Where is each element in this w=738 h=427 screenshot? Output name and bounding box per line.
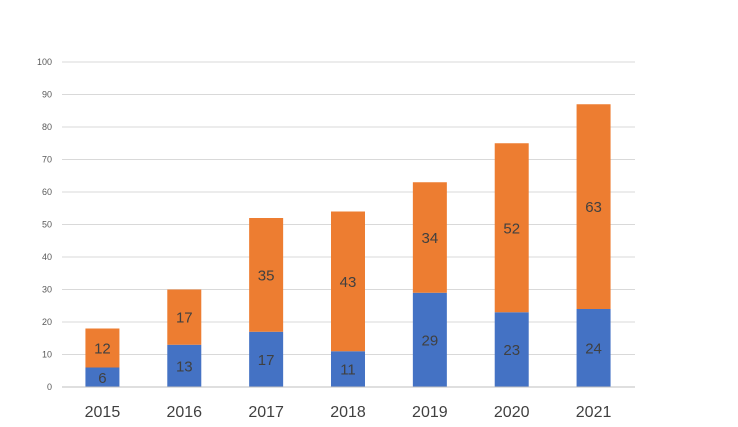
- data-label-2021-series-2: 63: [585, 199, 602, 216]
- y-tick-label: 100: [37, 57, 52, 67]
- bar-segment-2016-series-1: [167, 344, 202, 387]
- axes: 0 10 20 30 40 50 60 70 80 90 100 2015 2016 2017 2018 20…: [37, 57, 635, 421]
- y-tick-label: 80: [42, 122, 52, 132]
- y-tick-label: 50: [42, 220, 52, 230]
- data-label-2015-series-2: 12: [94, 341, 111, 358]
- x-tick-label: 2015: [85, 404, 121, 421]
- data-label-2019-series-1: 29: [422, 332, 439, 349]
- y-tick-label: 40: [42, 252, 52, 262]
- bars: [85, 104, 611, 387]
- data-label-2019-series-2: 34: [422, 230, 439, 247]
- bar-segment-2015-series-2: [85, 328, 120, 368]
- data-label-2017-series-1: 17: [258, 352, 275, 369]
- data-label-2017-series-2: 35: [258, 267, 275, 284]
- x-tick-label: 2018: [330, 404, 366, 421]
- data-label-2020-series-1: 23: [503, 342, 520, 359]
- y-tick-label: 90: [42, 90, 52, 100]
- x-tick-label: 2019: [412, 404, 448, 421]
- y-tick-label: 30: [42, 285, 52, 295]
- y-tick-label: 60: [42, 187, 52, 197]
- bar-segment-2020-series-1: [494, 312, 529, 387]
- bar-segment-2017-series-2: [249, 218, 284, 332]
- data-label-2016-series-1: 13: [176, 358, 193, 375]
- bar-segment-2018-series-2: [331, 211, 365, 352]
- bar-segment-2019-series-2: [412, 182, 447, 293]
- x-tick-label: 2016: [166, 404, 202, 421]
- y-tick-label: 10: [42, 350, 52, 360]
- data-label-2018-series-1: 11: [340, 362, 356, 379]
- x-tick-label: 2020: [494, 404, 530, 421]
- data-label-2021-series-1: 24: [585, 341, 602, 358]
- bar-segment-2016-series-2: [167, 289, 202, 345]
- data-label-2018-series-2: 43: [340, 274, 357, 291]
- y-tick-label: 20: [42, 317, 52, 327]
- bar-segment-2021-series-1: [576, 309, 611, 387]
- bar-segment-2021-series-2: [576, 104, 611, 309]
- bar-segment-2018-series-1: [331, 351, 365, 387]
- data-label-2020-series-2: 52: [503, 220, 520, 237]
- y-tick-label: 0: [47, 382, 52, 392]
- x-tick-label: 2017: [248, 404, 284, 421]
- y-tick-label: 70: [42, 155, 52, 165]
- x-tick-label: 2021: [576, 404, 612, 421]
- data-label-2016-series-2: 17: [176, 310, 193, 327]
- bar-segment-2015-series-1: [85, 367, 120, 387]
- data-label-2015-series-1: 6: [98, 370, 106, 387]
- data-labels: 6 12 13 17 17 35 11 43 29 34 23 52 24 63: [94, 199, 602, 387]
- bar-segment-2017-series-1: [249, 331, 284, 387]
- bar-segment-2019-series-1: [412, 292, 447, 387]
- bar-segment-2020-series-2: [494, 143, 529, 313]
